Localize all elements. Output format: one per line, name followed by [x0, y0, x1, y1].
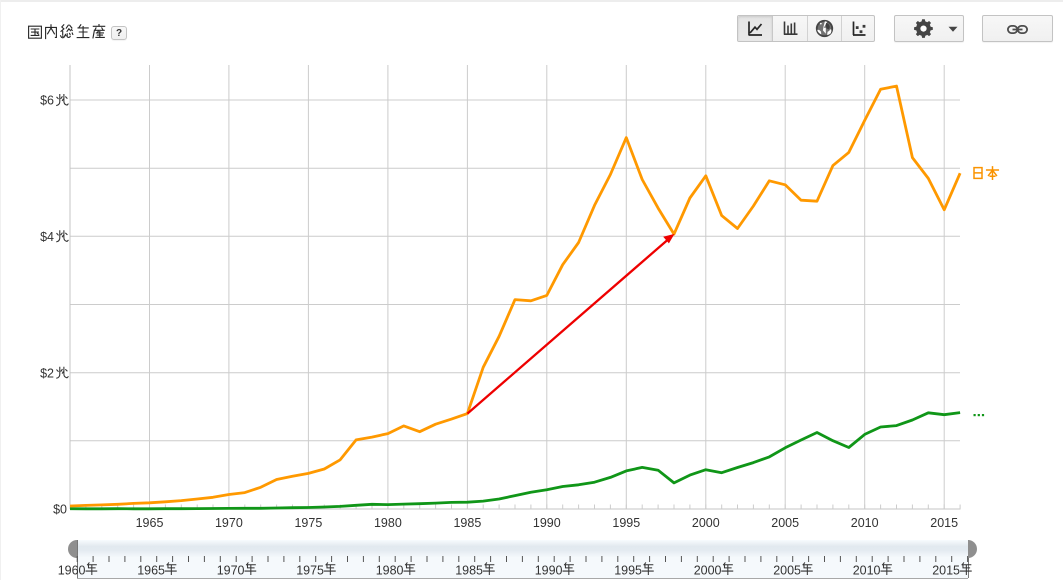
svg-text:2015: 2015	[930, 516, 958, 530]
svg-text:$2: $2	[40, 366, 54, 380]
svg-text:2000: 2000	[692, 516, 720, 530]
svg-text:$4: $4	[40, 230, 54, 244]
svg-text:1965: 1965	[137, 563, 165, 577]
svg-text:2015: 2015	[932, 563, 960, 577]
svg-text:2010: 2010	[851, 516, 879, 530]
svg-text:1960: 1960	[58, 563, 86, 577]
svg-text:1995: 1995	[614, 563, 642, 577]
svg-text:2000: 2000	[694, 563, 722, 577]
svg-text:2010: 2010	[853, 563, 881, 577]
svg-text:1970: 1970	[215, 516, 243, 530]
svg-text:2005: 2005	[771, 516, 799, 530]
svg-text:$6: $6	[40, 94, 54, 108]
svg-text:1975: 1975	[294, 516, 322, 530]
svg-text:1970: 1970	[217, 563, 245, 577]
svg-text:1990: 1990	[535, 563, 563, 577]
svg-text:1980: 1980	[376, 563, 404, 577]
svg-text:1985: 1985	[455, 563, 483, 577]
svg-text:1985: 1985	[453, 516, 481, 530]
svg-text:1995: 1995	[612, 516, 640, 530]
svg-text:1965: 1965	[136, 516, 164, 530]
svg-text:1975: 1975	[296, 563, 324, 577]
svg-text:1990: 1990	[533, 516, 561, 530]
svg-text:1980: 1980	[374, 516, 402, 530]
svg-text:$0: $0	[53, 503, 67, 517]
svg-text:2005: 2005	[773, 563, 801, 577]
